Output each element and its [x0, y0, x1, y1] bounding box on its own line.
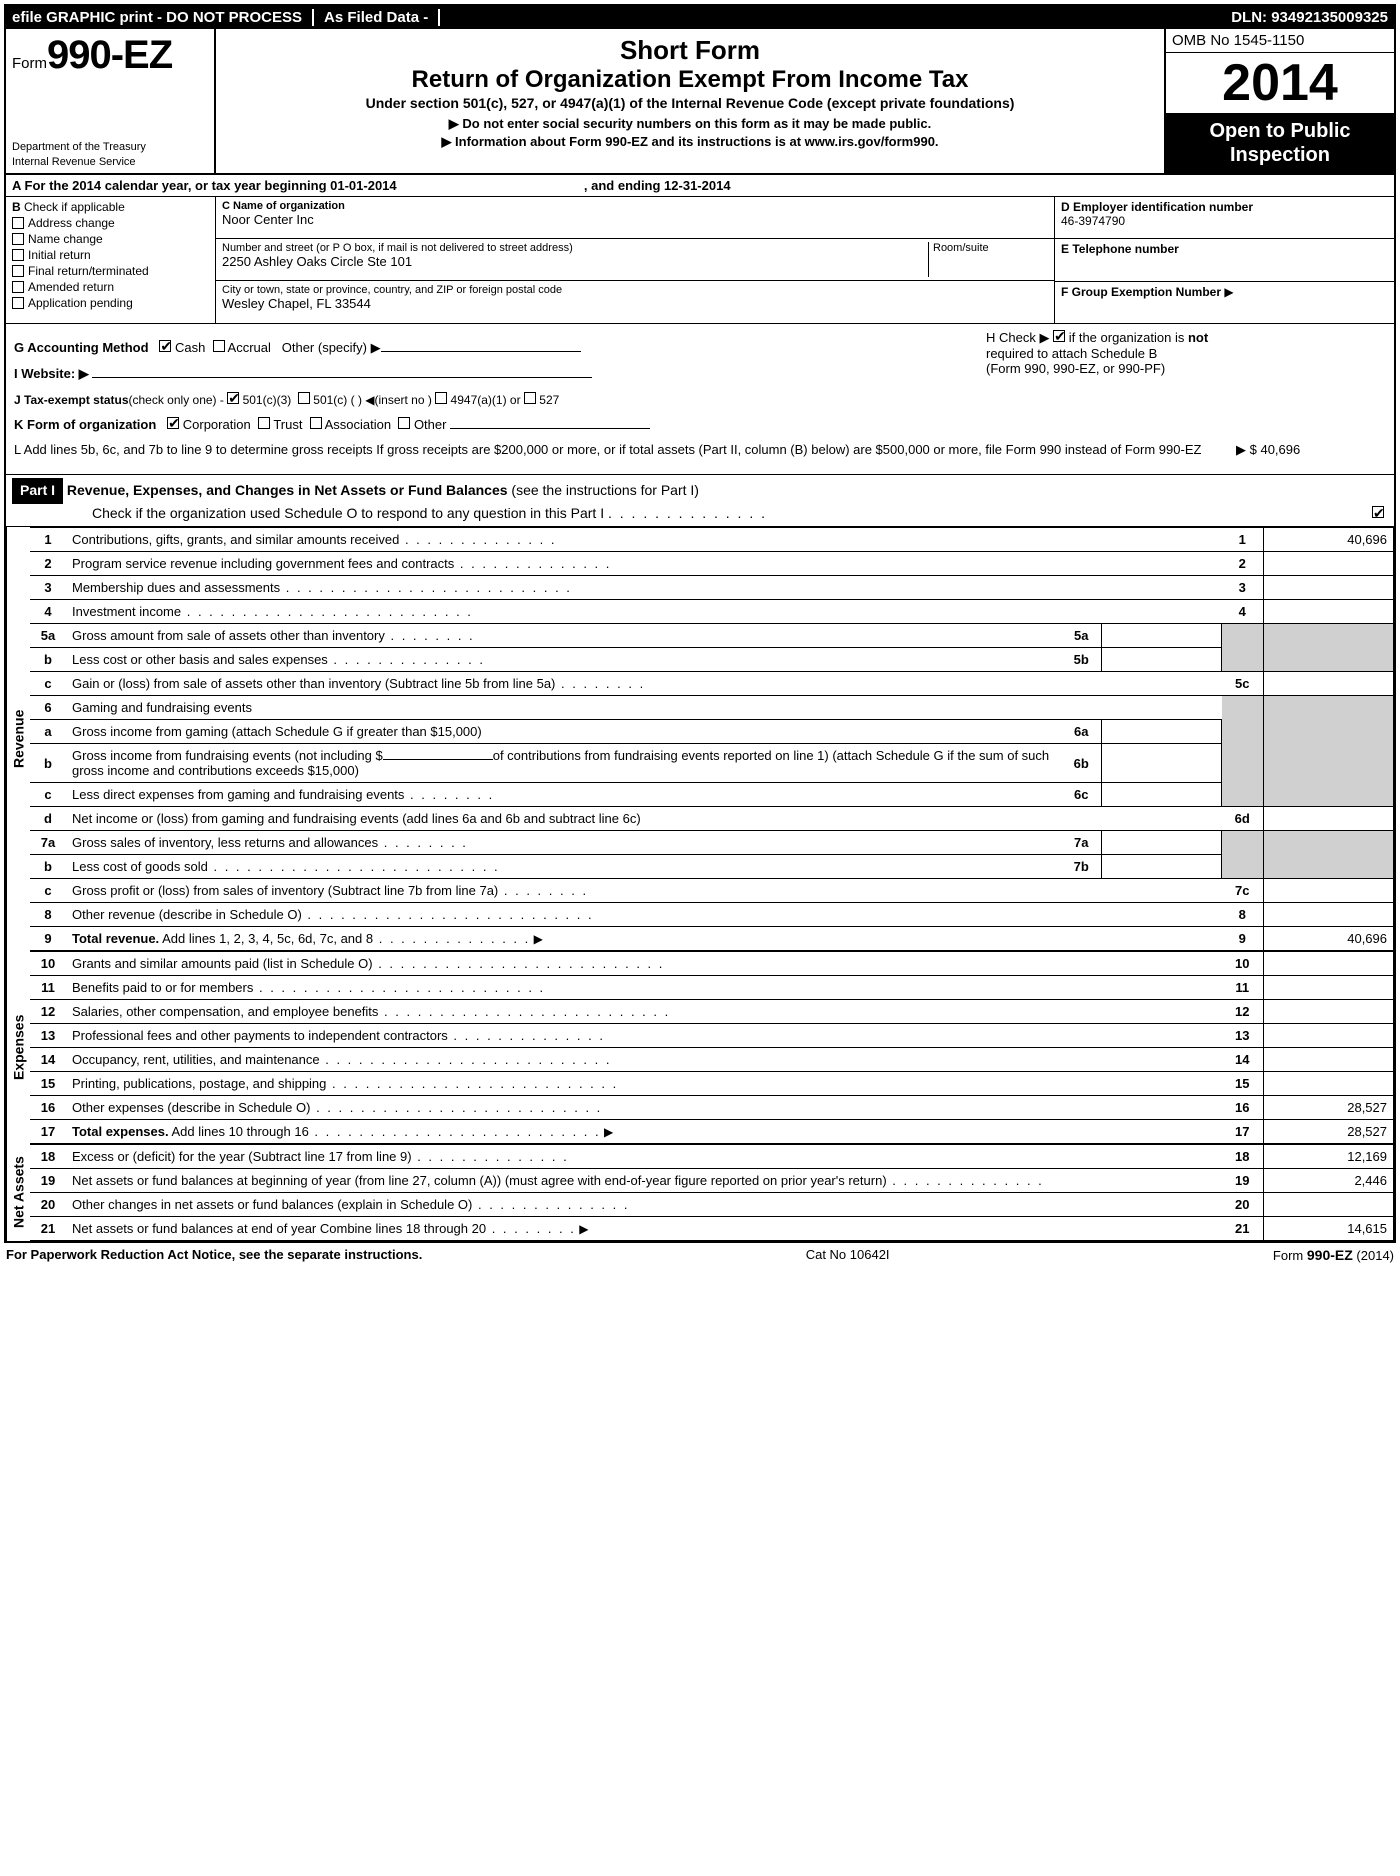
chk-schedule-o[interactable] — [1372, 506, 1384, 518]
form-number: 990-EZ — [47, 33, 172, 77]
form-title: Return of Organization Exempt From Incom… — [226, 66, 1154, 94]
part1-label: Part I — [12, 478, 63, 504]
dln-text: DLN: 93492135009325 — [1231, 9, 1388, 26]
dept-treasury: Department of the Treasury — [12, 140, 208, 154]
tax-year: 2014 — [1166, 53, 1394, 113]
chk-application-pending[interactable] — [12, 297, 24, 309]
chk-corporation[interactable] — [167, 417, 179, 429]
line-h: H Check ▶ if the organization is not req… — [986, 330, 1386, 376]
line16-val: 28,527 — [1264, 1096, 1394, 1120]
open-public-label: Open to Public Inspection — [1166, 113, 1394, 173]
netassets-section: Net Assets 18Excess or (deficit) for the… — [6, 1144, 1394, 1241]
footer-paperwork: For Paperwork Reduction Act Notice, see … — [6, 1247, 422, 1263]
chk-4947[interactable] — [435, 392, 447, 404]
gross-receipts: $ 40,696 — [1250, 442, 1301, 457]
chk-name-change[interactable] — [12, 233, 24, 245]
line21-val: 14,615 — [1264, 1217, 1394, 1241]
form-prefix: Form — [12, 55, 47, 72]
revenue-side-label: Revenue — [6, 527, 30, 951]
line17-val: 28,527 — [1264, 1120, 1394, 1144]
col-c: C Name of organization Noor Center Inc N… — [216, 197, 1054, 323]
footer-form-ref: Form 990-EZ (2014) — [1273, 1247, 1394, 1263]
footer-cat: Cat No 10642I — [806, 1247, 890, 1263]
form-header: Form990-EZ Department of the Treasury In… — [6, 29, 1394, 175]
short-form-label: Short Form — [226, 35, 1154, 66]
part1-header: Part I Revenue, Expenses, and Changes in… — [6, 475, 1394, 527]
as-filed-text: As Filed Data - — [324, 9, 428, 26]
chk-final-return[interactable] — [12, 265, 24, 277]
chk-other-org[interactable] — [398, 417, 410, 429]
section-ghijkl: H Check ▶ if the organization is not req… — [6, 324, 1394, 475]
top-bar: efile GRAPHIC print - DO NOT PROCESS As … — [6, 6, 1394, 29]
irs-link[interactable]: www.irs.gov/form990 — [805, 134, 935, 149]
line1-val: 40,696 — [1264, 528, 1394, 552]
page-footer: For Paperwork Reduction Act Notice, see … — [4, 1243, 1396, 1267]
chk-trust[interactable] — [258, 417, 270, 429]
header-center: Short Form Return of Organization Exempt… — [216, 29, 1164, 173]
org-city: Wesley Chapel, FL 33544 — [222, 296, 1048, 311]
dept-irs: Internal Revenue Service — [12, 155, 208, 169]
expenses-section: Expenses 10Grants and similar amounts pa… — [6, 951, 1394, 1144]
org-name: Noor Center Inc — [222, 212, 1048, 227]
line19-val: 2,446 — [1264, 1169, 1394, 1193]
header-right: OMB No 1545-1150 2014 Open to Public Ins… — [1164, 29, 1394, 173]
chk-501c3[interactable] — [227, 392, 239, 404]
chk-address-change[interactable] — [12, 217, 24, 229]
chk-initial-return[interactable] — [12, 249, 24, 261]
line9-val: 40,696 — [1264, 927, 1394, 951]
org-street: 2250 Ashley Oaks Circle Ste 101 — [222, 254, 928, 269]
line-j: J Tax-exempt status(check only one) - 50… — [14, 392, 1386, 407]
chk-association[interactable] — [310, 417, 322, 429]
omb-number: OMB No 1545-1150 — [1166, 29, 1394, 53]
col-def: D Employer identification number 46-3974… — [1054, 197, 1394, 323]
chk-527[interactable] — [524, 392, 536, 404]
section-bcdef: B Check if applicable Address change Nam… — [6, 197, 1394, 324]
revenue-section: Revenue 1Contributions, gifts, grants, a… — [6, 527, 1394, 951]
form-subtitle: Under section 501(c), 527, or 4947(a)(1)… — [226, 94, 1154, 112]
chk-501c[interactable] — [298, 392, 310, 404]
line-l: L Add lines 5b, 6c, and 7b to line 9 to … — [14, 442, 1386, 458]
efile-text: efile GRAPHIC print - DO NOT PROCESS — [12, 9, 302, 26]
header-left: Form990-EZ Department of the Treasury In… — [6, 29, 216, 173]
chk-cash[interactable] — [159, 340, 171, 352]
col-b: B Check if applicable Address change Nam… — [6, 197, 216, 323]
note-info: ▶ Information about Form 990-EZ and its … — [226, 133, 1154, 151]
expenses-side-label: Expenses — [6, 951, 30, 1144]
ein: 46-3974790 — [1061, 214, 1388, 228]
chk-h[interactable] — [1053, 330, 1065, 342]
netassets-side-label: Net Assets — [6, 1144, 30, 1241]
chk-accrual[interactable] — [213, 340, 225, 352]
form-990ez: efile GRAPHIC print - DO NOT PROCESS As … — [4, 4, 1396, 1243]
note-ssn: ▶ Do not enter social security numbers o… — [226, 115, 1154, 133]
chk-amended-return[interactable] — [12, 281, 24, 293]
line-k: K Form of organization Corporation Trust… — [14, 417, 1386, 432]
line-a: A For the 2014 calendar year, or tax yea… — [6, 175, 1394, 196]
line18-val: 12,169 — [1264, 1145, 1394, 1169]
